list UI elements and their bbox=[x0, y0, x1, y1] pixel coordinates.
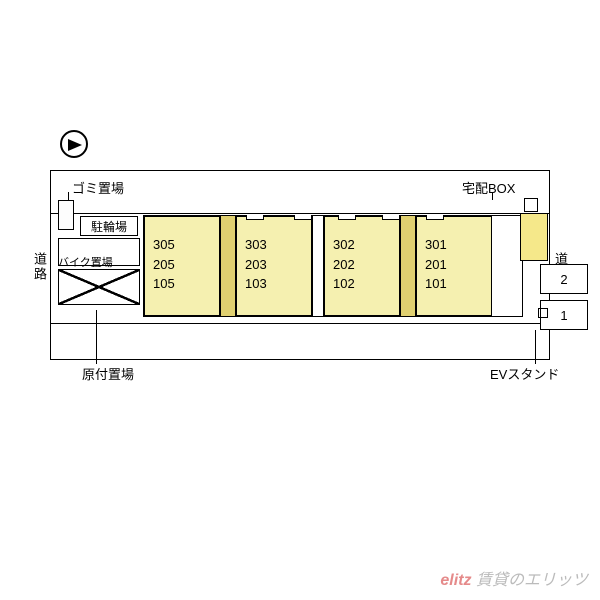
site-plan: ゴミ置場 宅配BOX 道路 道路 駐輪場 バイク置場 原付置場 30520510… bbox=[0, 0, 600, 600]
compass-icon bbox=[60, 130, 88, 158]
room-number: 302 bbox=[333, 235, 391, 255]
parking-num-1: 1 bbox=[560, 308, 567, 323]
corridor-panel bbox=[400, 216, 416, 316]
motorbike-label: バイク置場 bbox=[58, 254, 113, 270]
parking-crossed bbox=[58, 269, 140, 305]
room-number: 303 bbox=[245, 235, 303, 255]
watermark: elitz 賃貸のエリッツ bbox=[440, 566, 588, 590]
inner-line bbox=[51, 213, 549, 214]
room-number: 101 bbox=[425, 274, 483, 294]
room-number: 103 bbox=[245, 274, 303, 294]
watermark-brand: elitz bbox=[440, 572, 471, 589]
notch-icon bbox=[382, 215, 400, 220]
leader-line bbox=[535, 330, 536, 364]
unit-column: 303203103 bbox=[236, 216, 312, 316]
unit-column: 301201101 bbox=[416, 216, 492, 316]
building-outline: 305205105303203103302202102301201101 bbox=[143, 215, 523, 317]
room-number: 205 bbox=[153, 255, 211, 275]
ev-stand-label: EVスタンド bbox=[490, 364, 559, 383]
room-number: 201 bbox=[425, 255, 483, 275]
parking-slot-2: 2 bbox=[540, 264, 588, 294]
bike-area bbox=[58, 238, 140, 308]
room-number: 105 bbox=[153, 274, 211, 294]
leader-line bbox=[96, 310, 97, 364]
notch-icon bbox=[426, 215, 444, 220]
room-number: 203 bbox=[245, 255, 303, 275]
notch-icon bbox=[338, 215, 356, 220]
notch-icon bbox=[246, 215, 264, 220]
inner-line bbox=[51, 323, 549, 324]
unit-column: 305205105 bbox=[144, 216, 220, 316]
parking-num-2: 2 bbox=[560, 272, 567, 287]
unit-column: 302202102 bbox=[324, 216, 400, 316]
takuhai-box-icon bbox=[524, 198, 538, 212]
gomi-box bbox=[58, 200, 74, 230]
road-left-label: 道路 bbox=[30, 252, 49, 282]
room-number: 305 bbox=[153, 235, 211, 255]
bike-parking-box: 駐輪場 bbox=[80, 216, 138, 236]
corridor-panel bbox=[312, 216, 324, 316]
room-number: 301 bbox=[425, 235, 483, 255]
x-mark-icon bbox=[59, 270, 139, 304]
corridor-panel bbox=[220, 216, 236, 316]
gentsuki-label: 原付置場 bbox=[82, 364, 134, 383]
watermark-text: 賃貸のエリッツ bbox=[476, 572, 588, 589]
room-number: 102 bbox=[333, 274, 391, 294]
ev-stand-icon bbox=[538, 308, 548, 318]
entrance-block bbox=[520, 213, 548, 261]
notch-icon bbox=[294, 215, 312, 220]
room-number: 202 bbox=[333, 255, 391, 275]
bike-parking-text: 駐輪場 bbox=[91, 220, 127, 234]
